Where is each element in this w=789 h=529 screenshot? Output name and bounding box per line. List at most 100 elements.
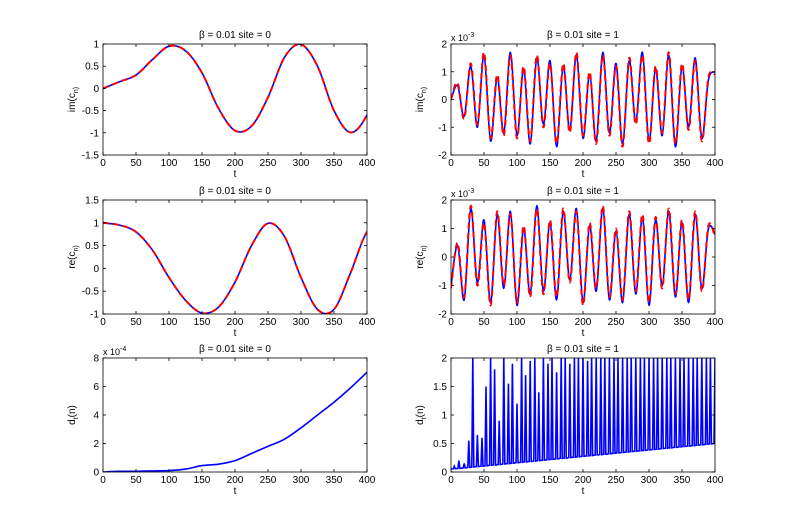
x-tick-label: 50	[478, 317, 490, 328]
chart-panel: 0 50 100 150 200 250 300 350 400 -1 -0.5 0 0.5 1 1.5 β …	[67, 186, 376, 339]
y-axis-label-main: re(c	[415, 252, 426, 269]
x-tick-label: 200	[227, 475, 244, 486]
y-tick-label: 0	[93, 84, 99, 95]
axis-exponent-power: -3	[468, 32, 474, 39]
x-tick-label: 250	[260, 158, 277, 169]
chart-panel: 0 50 100 150 200 250 300 350 400 -2 -1 0 1 2 β = 0.01 …	[415, 186, 724, 339]
axis-exponent-power: -4	[120, 346, 126, 353]
x-tick-label: 350	[674, 158, 691, 169]
x-axis-label: t	[582, 328, 585, 339]
y-tick-label: -1	[90, 128, 99, 139]
chart-panel: 0 50 100 150 200 250 300 350 400 -1.5 -1 -0.5 0 0.5 1 β…	[67, 30, 376, 180]
chart-title: β = 0.01 site = 1	[547, 30, 619, 41]
series-group	[451, 358, 715, 470]
x-tick-label: 300	[641, 475, 658, 486]
x-tick-label: 250	[260, 475, 277, 486]
series-line-1	[103, 44, 367, 134]
y-axis-label-main: re(c	[67, 252, 78, 269]
x-tick-label: 100	[509, 317, 526, 328]
y-tick-label: -1	[438, 123, 447, 134]
x-tick-label: 0	[448, 475, 454, 486]
axis-exponent-power: -3	[468, 188, 474, 195]
x-tick-label: 0	[448, 158, 454, 169]
y-tick-label: 1.5	[433, 382, 447, 393]
x-tick-label: 150	[542, 475, 559, 486]
x-tick-label: 250	[608, 317, 625, 328]
y-tick-label: -0.5	[82, 287, 100, 298]
y-axis-label: re(cn)	[67, 245, 80, 268]
y-tick-label: 8	[93, 354, 99, 365]
x-tick-label: 400	[707, 317, 724, 328]
x-tick-label: 350	[674, 475, 691, 486]
x-axis-label: t	[234, 169, 237, 180]
x-tick-label: 400	[707, 475, 724, 486]
y-tick-label: -1.5	[82, 151, 100, 162]
x-tick-label: 300	[641, 158, 658, 169]
axis-exponent: x 10-3	[451, 32, 474, 43]
y-axis-label-main: d	[415, 419, 426, 425]
y-tick-label: 2	[441, 196, 447, 207]
axis-exponent-base: x 10	[103, 347, 120, 357]
y-axis-label: dt(n)	[415, 405, 428, 425]
y-tick-label: 0.5	[85, 241, 99, 252]
x-tick-label: 50	[478, 158, 490, 169]
chart-title: β = 0.01 site = 0	[199, 186, 271, 197]
y-axis-label-subscript: n)	[421, 245, 428, 251]
y-tick-label: 0	[441, 468, 447, 479]
x-tick-label: 350	[326, 317, 343, 328]
y-tick-label: -1	[438, 281, 447, 292]
x-tick-label: 150	[542, 317, 559, 328]
x-axis-label: t	[582, 486, 585, 497]
x-tick-label: 400	[359, 317, 376, 328]
y-tick-label: 0.5	[433, 439, 447, 450]
x-tick-label: 350	[326, 475, 343, 486]
x-tick-label: 350	[326, 158, 343, 169]
x-tick-label: 150	[194, 158, 211, 169]
plot-frame	[102, 357, 368, 473]
axis-exponent-base: x 10	[451, 33, 468, 43]
x-tick-label: 0	[448, 317, 454, 328]
y-axis-label: re(cn)	[415, 245, 428, 268]
y-axis-label-subscript: n)	[73, 87, 80, 93]
y-tick-label: 2	[93, 439, 99, 450]
series-line-1	[451, 51, 715, 148]
x-tick-label: 50	[478, 475, 490, 486]
y-tick-label: 4	[93, 411, 99, 422]
x-tick-label: 50	[130, 158, 142, 169]
y-axis-label: im(cn)	[415, 87, 428, 112]
x-tick-label: 300	[293, 158, 310, 169]
y-tick-label: 1.5	[85, 196, 99, 207]
y-tick-label: -2	[438, 151, 447, 162]
y-tick-label: -2	[438, 310, 447, 321]
y-tick-label: -1	[90, 310, 99, 321]
y-axis-label-rest: (n)	[415, 405, 426, 417]
plot-frame	[102, 199, 368, 315]
x-tick-label: 250	[608, 158, 625, 169]
series-line-1	[451, 204, 715, 307]
x-tick-label: 100	[509, 158, 526, 169]
x-tick-label: 250	[608, 475, 625, 486]
x-tick-label: 0	[100, 158, 106, 169]
y-tick-label: 2	[441, 40, 447, 51]
y-tick-label: 1	[441, 411, 447, 422]
x-tick-label: 250	[260, 317, 277, 328]
x-tick-label: 400	[707, 158, 724, 169]
chart-title: β = 0.01 site = 0	[199, 344, 271, 355]
axis-exponent: x 10-3	[451, 188, 474, 199]
y-axis-label-subscript: t	[73, 417, 80, 419]
y-axis-label: dt(n)	[67, 405, 80, 425]
x-tick-label: 200	[575, 317, 592, 328]
series-group	[451, 51, 715, 148]
x-tick-label: 150	[194, 317, 211, 328]
x-tick-label: 400	[359, 158, 376, 169]
series-line-0	[451, 358, 715, 470]
y-axis-label-subscript: n)	[421, 87, 428, 93]
chart-title: β = 0.01 site = 0	[199, 30, 271, 41]
series-line-0	[103, 371, 367, 472]
y-axis-label: im(cn)	[67, 87, 80, 112]
chart-panel: 0 50 100 150 200 250 300 350 400 -2 -1 0 1 2 β = 0.01 …	[415, 30, 724, 180]
y-tick-label: 0.5	[85, 62, 99, 73]
x-tick-label: 400	[359, 475, 376, 486]
y-tick-label: 2	[441, 354, 447, 365]
x-axis-label: t	[582, 169, 585, 180]
